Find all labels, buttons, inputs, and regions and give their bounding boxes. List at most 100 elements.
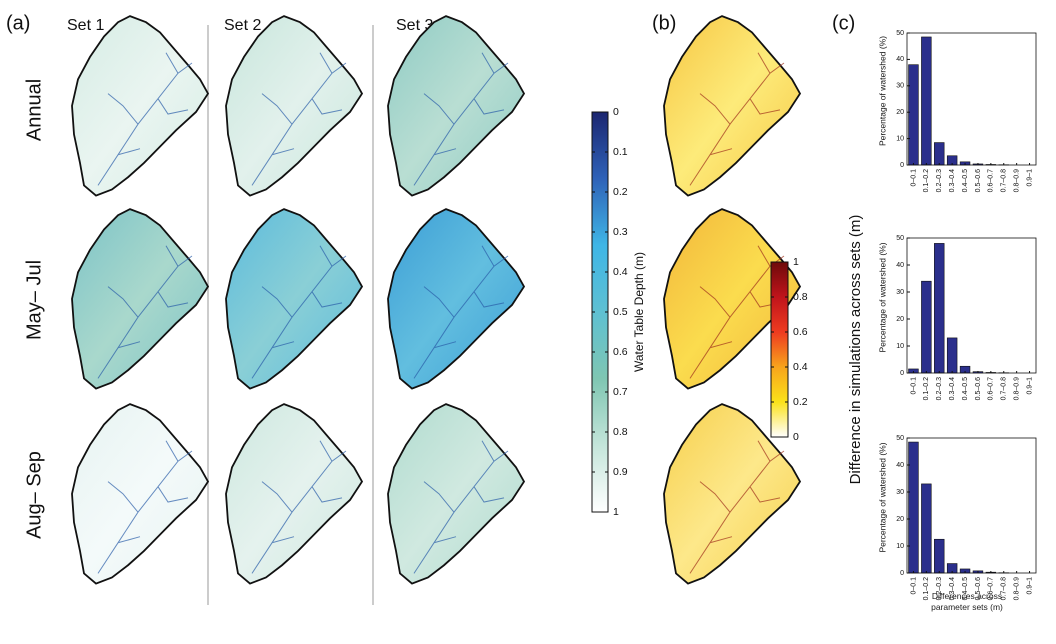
x-tick-label: 0.5–0.6: [975, 377, 982, 400]
panel-label: (a): [6, 12, 30, 34]
y-axis-label: Percentage of watershed (%): [877, 242, 887, 352]
tick-label: 0.9: [613, 466, 628, 478]
x-tick-label: 0.7–0.8: [1001, 169, 1008, 192]
column-label: Set 1: [67, 17, 104, 34]
bar: [934, 243, 945, 374]
watershed: [387, 403, 525, 585]
y-tick-label: 30: [896, 489, 904, 496]
watershed: [387, 208, 525, 390]
y-tick-label: 40: [896, 262, 904, 269]
y-axis-label: Percentage of watershed (%): [877, 36, 887, 146]
column-label: Set 2: [224, 17, 261, 34]
y-tick-label: 40: [896, 462, 904, 469]
panel-label: (b): [652, 12, 676, 34]
watershed: [225, 403, 363, 585]
x-tick-label: 0.6–0.7: [988, 377, 995, 400]
watershed-map: [71, 15, 209, 197]
x-tick-label: 0.8–0.9: [1013, 169, 1020, 192]
watershed-map: [225, 15, 363, 197]
y-tick-label: 0: [900, 570, 904, 577]
x-tick-label: 0.3–0.4: [949, 169, 956, 192]
tick-label: 0.8: [793, 291, 808, 303]
x-tick-label: 0–0.1: [910, 577, 917, 595]
x-tick-label: 0.4–0.5: [962, 577, 969, 600]
tick-label: 0.5: [613, 306, 628, 318]
watershed-map: [663, 15, 801, 197]
watershed: [71, 208, 209, 390]
watershed: [71, 15, 209, 197]
y-tick-label: 20: [896, 316, 904, 323]
x-tick-label: 0.1–0.2: [923, 577, 930, 600]
colorbar-label: Difference in simulations across sets (m…: [847, 215, 864, 485]
x-axis-label: Differences across parameter sets (m): [931, 591, 1003, 612]
x-tick-label: 0.5–0.6: [975, 169, 982, 192]
tick-label: 0.4: [613, 266, 628, 278]
y-tick-label: 0: [900, 162, 904, 169]
watershed-map: [387, 208, 525, 390]
watershed: [663, 15, 801, 197]
bar: [921, 483, 932, 574]
x-tick-label: 0.9–1: [1026, 577, 1033, 595]
x-tick-label: 0.4–0.5: [962, 169, 969, 192]
y-tick-label: 20: [896, 109, 904, 116]
watershed-map: [387, 15, 525, 197]
colorbar-label: Water Table Depth (m): [632, 252, 646, 372]
tick-label: 0: [793, 431, 799, 443]
tick-label: 1: [613, 506, 619, 518]
bar: [908, 64, 919, 166]
x-tick-label: 0.8–0.9: [1013, 377, 1020, 400]
y-tick-label: 50: [896, 435, 904, 442]
y-tick-label: 50: [896, 235, 904, 242]
x-tick-label: 0.6–0.7: [988, 169, 995, 192]
y-tick-label: 10: [896, 135, 904, 142]
tick-label: 0.1: [613, 146, 628, 158]
watershed-map: [225, 208, 363, 390]
watershed-map: [71, 208, 209, 390]
x-tick-label: 0.6–0.7: [988, 577, 995, 600]
plot-frame: [906, 237, 1037, 374]
maps: [71, 15, 801, 585]
x-tick-label: 0.2–0.3: [936, 169, 943, 192]
watershed: [71, 403, 209, 585]
watershed: [225, 208, 363, 390]
row-label: Annual: [23, 79, 45, 141]
x-tick-label: 0.2–0.3: [936, 377, 943, 400]
bar: [921, 36, 932, 166]
row-label: May– Jul: [23, 260, 45, 340]
bar: [946, 337, 958, 374]
x-tick-label: 0.9–1: [1026, 377, 1033, 395]
y-tick-label: 30: [896, 83, 904, 90]
bar: [921, 280, 932, 374]
tick-label: 0.6: [793, 326, 808, 338]
y-tick-label: 10: [896, 343, 904, 350]
bar: [908, 441, 919, 574]
x-tick-label: 0.2–0.3: [936, 577, 943, 600]
watershed-map: [387, 403, 525, 585]
tick-label: 0.3: [613, 226, 628, 238]
y-tick-label: 10: [896, 543, 904, 550]
x-tick-label: 0.7–0.8: [1001, 577, 1008, 600]
x-tick-label: 0.1–0.2: [923, 169, 930, 192]
x-tick-label: 0.3–0.4: [949, 377, 956, 400]
tick-label: 0.7: [613, 386, 628, 398]
watershed-map: [225, 403, 363, 585]
x-tick-label: 0.1–0.2: [923, 377, 930, 400]
bar: [934, 538, 945, 574]
tick-label: 0.2: [793, 396, 808, 408]
tick-label: 0.6: [613, 346, 628, 358]
y-tick-label: 0: [900, 370, 904, 377]
x-tick-label: 0.5–0.6: [975, 577, 982, 600]
bar: [934, 142, 945, 166]
tick-label: 0.8: [613, 426, 628, 438]
y-tick-label: 50: [896, 30, 904, 37]
panel-label: (c): [832, 12, 855, 34]
x-tick-label: 0.9–1: [1026, 169, 1033, 187]
tick-label: 0.4: [793, 361, 808, 373]
x-tick-label: 0–0.1: [910, 377, 917, 395]
plot-frame: [906, 437, 1037, 574]
x-tick-label: 0–0.1: [910, 169, 917, 187]
y-tick-label: 40: [896, 56, 904, 63]
y-axis-label: Percentage of watershed (%): [877, 442, 887, 552]
